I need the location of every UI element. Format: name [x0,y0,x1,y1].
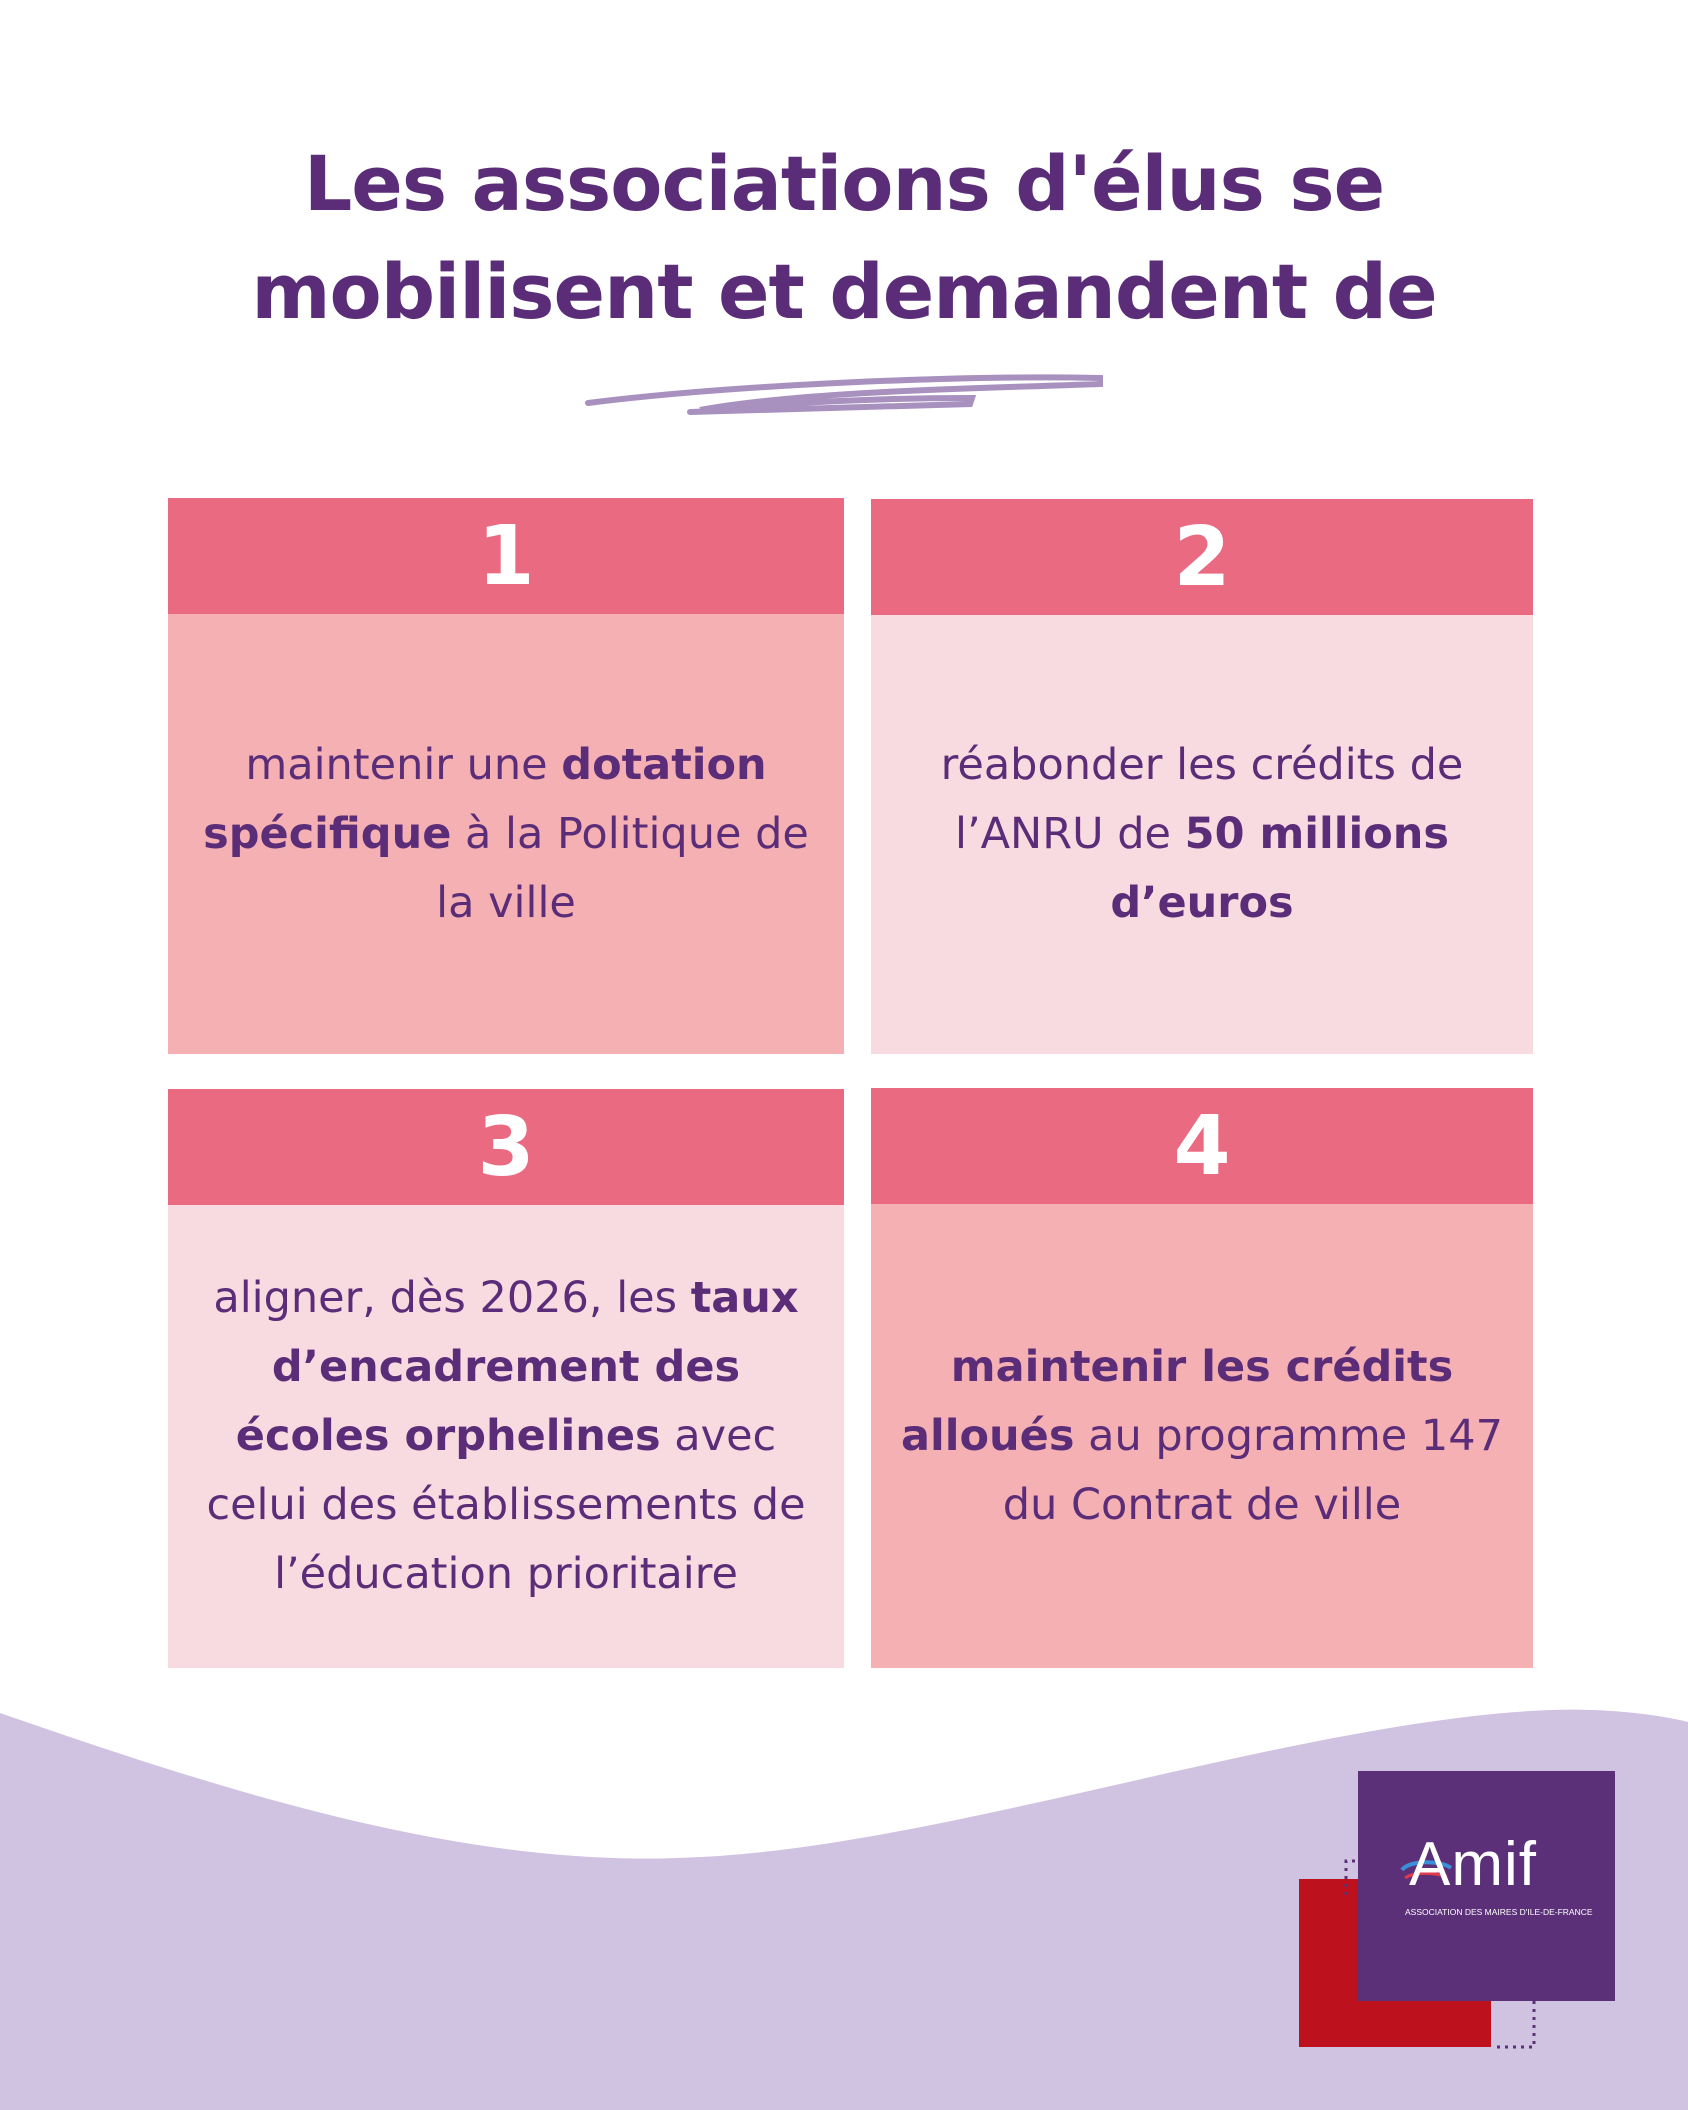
title-line-2: mobilisent et demandent de [251,247,1437,336]
card-text-regular: à la Politique de la ville [436,808,809,928]
decorative-squiggle [585,374,1103,415]
card-text-regular: réabonder les crédits de l’ANRU de [940,740,1464,859]
card-number: 4 [871,1088,1533,1204]
card-number: 1 [168,498,844,614]
logo-wordmark: Amif [1409,1830,1537,1899]
logo-purple-square [1358,1771,1615,2001]
card-text-bold: maintenir les crédits alloués [901,1341,1454,1461]
logo-dotted-frame [1344,1859,1536,2049]
page-title: Les associations d'élus se mobilisent et… [0,130,1688,346]
card-text-regular: avec celui des établissements de l’éduca… [206,1411,806,1599]
card-text: maintenir les crédits alloués au program… [871,1204,1533,1668]
card-text-regular: au programme 147 du Contrat de ville [1002,1410,1503,1530]
title-line-1: Les associations d'élus se [303,139,1385,228]
card-2: 2 réabonder les crédits de l’ANRU de 50 … [871,499,1533,1054]
card-text-bold: taux d’encadrement des écoles orphelines [235,1273,799,1461]
card-text: réabonder les crédits de l’ANRU de 50 mi… [871,615,1533,1054]
card-number: 3 [168,1089,844,1205]
card-text-regular: maintenir une [245,739,562,790]
card-1: 1 maintenir une dotation spécifique à la… [168,498,844,1054]
card-number: 2 [871,499,1533,615]
logo-tagline: ASSOCIATION DES MAIRES D'ILE-DE-FRANCE [1405,1907,1593,1917]
card-3: 3 aligner, dès 2026, les taux d’encadrem… [168,1089,844,1668]
card-4: 4 maintenir les crédits alloués au progr… [871,1088,1533,1668]
card-text-bold: 50 millions d’euros [1110,809,1449,928]
card-text: aligner, dès 2026, les taux d’encadremen… [168,1205,844,1668]
amif-logo: Amif ASSOCIATION DES MAIRES D'ILE-DE-FRA… [1400,1830,1593,1918]
card-text: maintenir une dotation spécifique à la P… [168,614,844,1054]
bottom-wave [0,1709,1688,2110]
eiffel-tower-icon [1400,1860,1453,1880]
card-text-regular: aligner, dès 2026, les [213,1273,691,1323]
card-text-bold: dotation spécifique [203,739,767,859]
